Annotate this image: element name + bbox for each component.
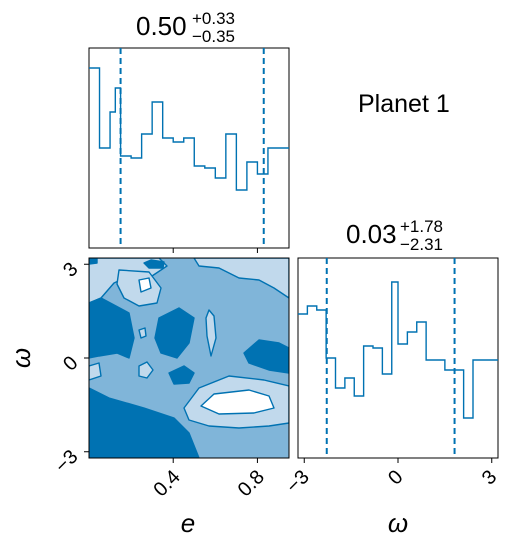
contour-level-dark (243, 339, 289, 374)
x-tick-label: 3 (478, 466, 501, 489)
x-axis-label-omega: ω (388, 508, 408, 538)
omega-title-median: 0.03 (346, 219, 397, 249)
x-tick-label: 0.8 (234, 466, 269, 501)
e-title: 0.50 +0.33 −0.35 (136, 9, 235, 46)
x-tick-label: 0.4 (150, 466, 185, 501)
planet-label: Planet 1 (358, 90, 450, 118)
marginal-e-panel (88, 47, 290, 253)
omega-title: 0.03 +1.78 −2.31 (346, 217, 443, 254)
y-axis-label-omega: ω (6, 348, 36, 368)
omega-title-plus: +1.78 (400, 217, 443, 236)
contour-level-white (138, 277, 152, 293)
contour-level-dark (89, 297, 135, 359)
contour-level-white (200, 389, 275, 415)
contour-body (89, 258, 289, 458)
contour-level-dark (89, 258, 98, 265)
histogram-step-line (298, 281, 498, 419)
panel-frame (88, 47, 290, 249)
e-title-plus: +0.33 (192, 9, 235, 28)
contour-level-dark (143, 259, 165, 269)
x-tick-label: −3 (282, 466, 314, 498)
e-title-median: 0.50 (136, 11, 187, 41)
contour-level-dark (154, 307, 195, 359)
y-tick-label: 0 (59, 352, 82, 375)
x-tick-label: 0 (384, 466, 407, 489)
contour-level-light (138, 361, 154, 379)
omega-title-minus: −2.31 (400, 235, 443, 254)
contour-level-light (193, 258, 289, 299)
contour-level-light (89, 362, 102, 381)
contour-level-light (116, 269, 162, 307)
histogram-step-line (89, 67, 289, 191)
marginal-omega-panel: −3 0 3 (282, 257, 501, 498)
joint-e-omega-panel: 0.4 0.8 −3 0 3 (51, 257, 290, 501)
x-axis-label-e: e (181, 508, 195, 538)
contour-level-dark (89, 387, 200, 458)
contour-level-light (205, 309, 217, 357)
e-title-minus: −0.35 (192, 27, 235, 46)
contour-level-dark (168, 365, 195, 385)
y-tick-label: −3 (51, 446, 83, 478)
contour-level-light (138, 327, 147, 339)
y-tick-label: 3 (59, 258, 82, 281)
